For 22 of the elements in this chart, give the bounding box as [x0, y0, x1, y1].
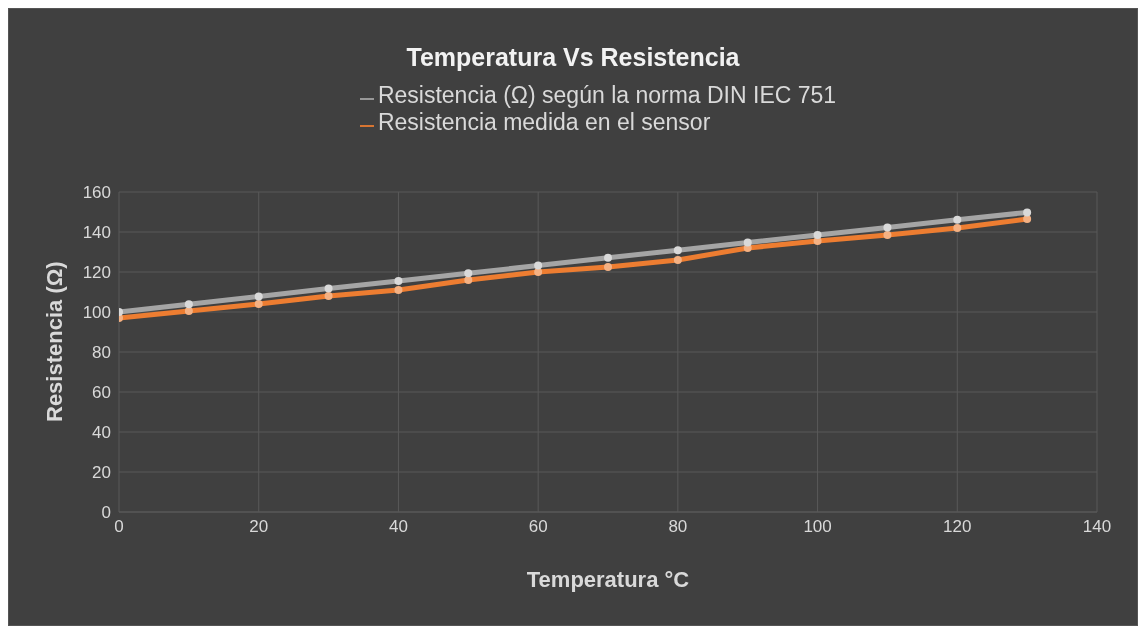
x-tick-label: 0	[114, 517, 124, 537]
y-tick-label: 120	[82, 263, 111, 283]
y-tick-label: 20	[92, 463, 111, 483]
chart-title: Temperatura Vs Resistencia	[405, 42, 741, 72]
y-axis-title: Resistencia (Ω)	[41, 261, 67, 422]
x-tick-label: 140	[1082, 517, 1112, 537]
y-tick-label: 0	[101, 503, 111, 523]
legend-label: Resistencia medida en el sensor	[377, 109, 711, 135]
x-tick-label: 40	[388, 517, 408, 537]
y-tick-label: 140	[82, 223, 111, 243]
y-tick-label: 40	[92, 423, 111, 443]
x-tick-label: 80	[668, 517, 688, 537]
y-tick-label: 80	[92, 343, 111, 363]
x-tick-label: 120	[943, 517, 972, 537]
x-tick-label: 60	[528, 517, 548, 537]
x-tick-label: 20	[249, 517, 269, 537]
legend-label: Resistencia (Ω) según la norma DIN IEC 751	[377, 82, 837, 108]
x-axis-title: Temperatura °C	[526, 567, 690, 592]
y-tick-label: 160	[82, 183, 111, 203]
y-tick-label: 60	[92, 383, 111, 403]
x-tick-label: 100	[803, 517, 832, 537]
y-tick-label: 100	[82, 303, 111, 323]
